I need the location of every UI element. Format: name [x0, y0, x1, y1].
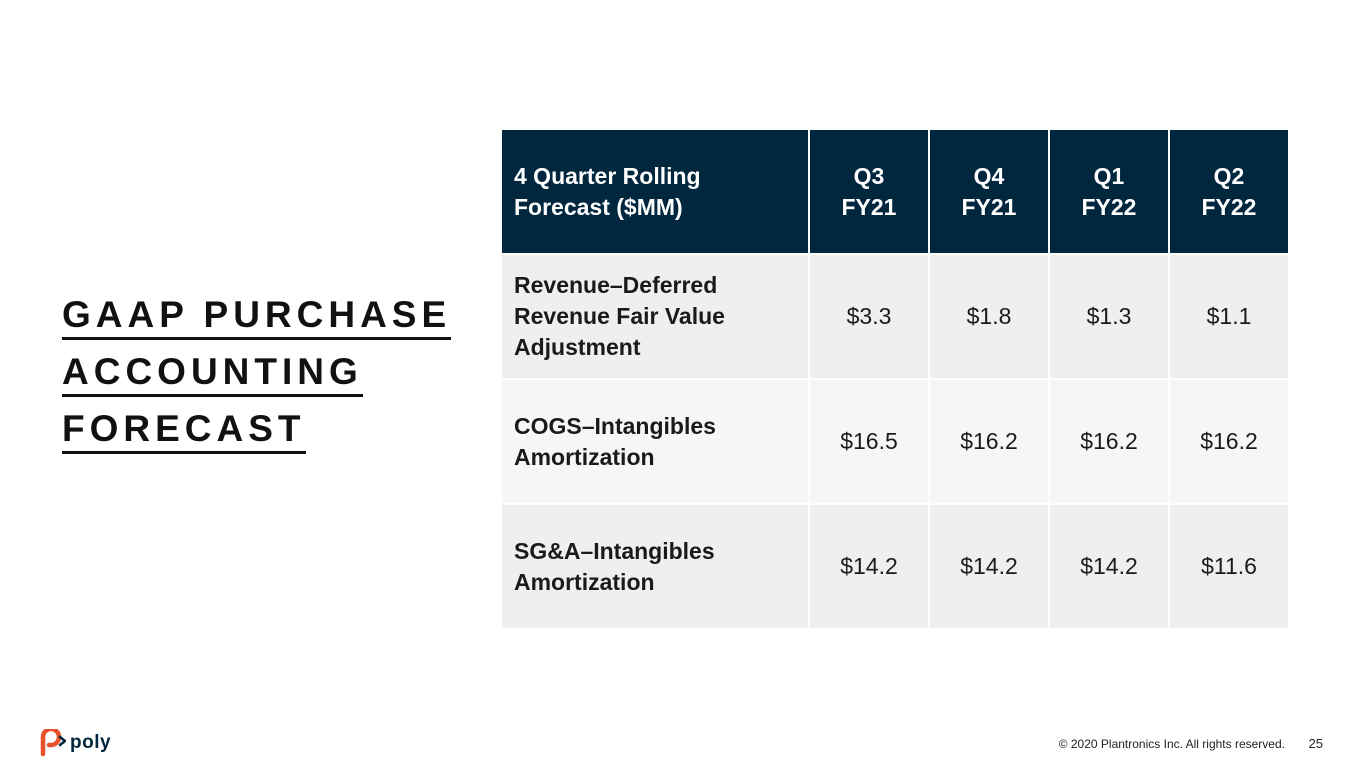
poly-logo-icon — [40, 729, 66, 757]
table-cell-value: $14.2 — [1048, 503, 1170, 630]
table-cell-value: $1.1 — [1168, 253, 1290, 380]
header-forecast-label: 4 Quarter Rolling Forecast ($MM) — [500, 130, 810, 255]
page-number: 25 — [1308, 736, 1323, 751]
table-cell-value: $14.2 — [808, 503, 930, 630]
header-quarter-q1-fy22: Q1 FY22 — [1048, 130, 1170, 255]
table-cell-value: $16.5 — [808, 378, 930, 505]
table-cell-value: $16.2 — [1048, 378, 1170, 505]
header-quarter-q3-fy21: Q3 FY21 — [808, 130, 930, 255]
slide-title-line-2: ACCOUNTING — [62, 350, 363, 397]
table-cell-value: $16.2 — [1168, 378, 1290, 505]
row-label-cogs-intangibles: COGS–Intangibles Amortization — [500, 378, 810, 505]
table-row: SG&A–Intangibles Amortization $14.2 $14.… — [500, 503, 1290, 630]
table-cell-value: $11.6 — [1168, 503, 1290, 630]
slide-title: GAAP PURCHASE ACCOUNTING FORECAST — [62, 286, 482, 457]
header-quarter-q2-fy22: Q2 FY22 — [1168, 130, 1290, 255]
table-cell-value: $16.2 — [928, 378, 1050, 505]
header-quarter-q4-fy21: Q4 FY21 — [928, 130, 1050, 255]
table-cell-value: $14.2 — [928, 503, 1050, 630]
table-row: COGS–Intangibles Amortization $16.5 $16.… — [500, 378, 1290, 505]
slide-title-line-1: GAAP PURCHASE — [62, 293, 452, 340]
poly-logo-text: poly — [70, 732, 112, 753]
copyright-notice: © 2020 Plantronics Inc. All rights reser… — [1058, 737, 1285, 751]
row-label-revenue-deferred: Revenue–Deferred Revenue Fair Value Adju… — [500, 253, 810, 380]
forecast-table: 4 Quarter Rolling Forecast ($MM) Q3 FY21… — [500, 130, 1290, 630]
table-cell-value: $3.3 — [808, 253, 930, 380]
slide-title-line-3: FORECAST — [62, 407, 306, 454]
table-cell-value: $1.3 — [1048, 253, 1170, 380]
table-header-row: 4 Quarter Rolling Forecast ($MM) Q3 FY21… — [500, 130, 1290, 255]
poly-logo: poly — [40, 728, 111, 758]
table-row: Revenue–Deferred Revenue Fair Value Adju… — [500, 253, 1290, 380]
row-label-sga-intangibles: SG&A–Intangibles Amortization — [500, 503, 810, 630]
table-cell-value: $1.8 — [928, 253, 1050, 380]
